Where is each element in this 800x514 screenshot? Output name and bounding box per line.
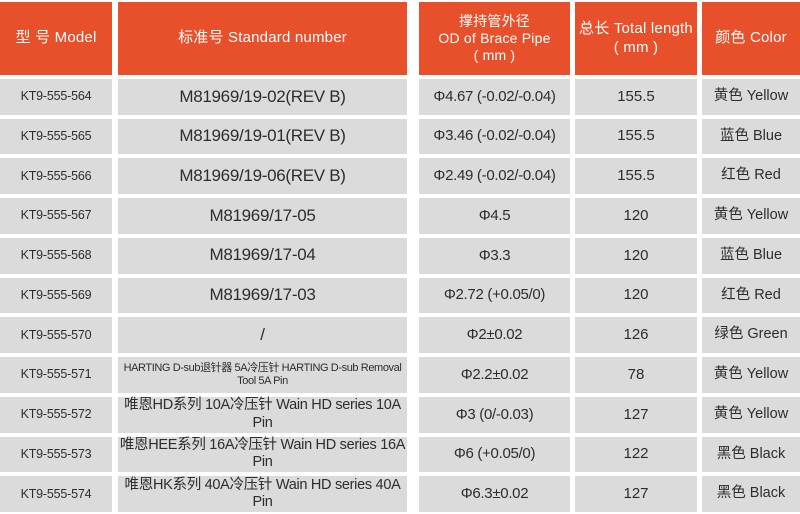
color-cell: 黑色 Black	[702, 476, 800, 513]
od-cell: Φ2±0.02	[419, 317, 570, 354]
header-model-label: 型 号 Model	[15, 29, 97, 47]
color-cell: 黑色 Black	[702, 436, 800, 473]
header-cell-model: 型 号 Model	[0, 2, 112, 75]
color-cell: 黄色 Yellow	[702, 357, 800, 393]
standard-cell: M81969/17-03	[118, 277, 407, 314]
table-row: KT9-555-564 M81969/19-02(REV B) Φ4.67 (-0.…	[0, 79, 800, 115]
od-cell: Φ4.67 (-0.02/-0.04)	[419, 79, 570, 115]
length-cell: 120	[575, 198, 697, 234]
header-cell-color: 颜色 Color	[702, 2, 800, 75]
model-cell: KT9-555-573	[0, 436, 112, 473]
color-cell: 红色 Red	[702, 158, 800, 195]
standard-cell: 唯恩HEE系列 16A冷压针 Wain HD series 16A Pin	[118, 436, 407, 473]
color-cell: 黄色 Yellow	[702, 79, 800, 115]
od-cell: Φ4.5	[419, 198, 570, 234]
model-cell: KT9-555-564	[0, 79, 112, 115]
od-cell: Φ2.49 (-0.02/-0.04)	[419, 158, 570, 195]
od-cell: Φ2.72 (+0.05/0)	[419, 277, 570, 314]
model-cell: KT9-555-568	[0, 237, 112, 274]
table-row: KT9-555-567 M81969/17-05 Φ4.5 120 黄色 Yellow	[0, 198, 800, 234]
standard-cell: M81969/19-01(REV B)	[118, 118, 407, 155]
table-header-row: 型 号 Model 标准号 Standard number 撑持管外径 OD o…	[0, 2, 800, 75]
table-row: KT9-555-570/ Φ2±0.02 126 绿色 Green	[0, 317, 800, 354]
color-cell: 蓝色 Blue	[702, 118, 800, 155]
standard-cell: M81969/19-06(REV B)	[118, 158, 407, 195]
standard-cell: M81969/19-02(REV B)	[118, 79, 407, 115]
header-cell-total-length: 总长 Total length ( mm )	[575, 2, 697, 75]
standard-cell: M81969/17-04	[118, 237, 407, 274]
color-cell: 黄色 Yellow	[702, 396, 800, 433]
header-total-length-line2: ( mm )	[613, 38, 659, 56]
length-cell: 127	[575, 476, 697, 513]
length-cell: 120	[575, 277, 697, 314]
length-cell: 126	[575, 317, 697, 354]
standard-cell: /	[118, 317, 407, 354]
length-cell: 155.5	[575, 79, 697, 115]
model-cell: KT9-555-571	[0, 357, 112, 393]
od-cell: Φ3 (0/-0.03)	[419, 396, 570, 433]
model-cell: KT9-555-569	[0, 277, 112, 314]
model-cell: KT9-555-574	[0, 476, 112, 513]
table-row: KT9-555-568 M81969/17-04 Φ3.3 120 蓝色 Blue	[0, 237, 800, 274]
table-row: KT9-555-569 M81969/17-03 Φ2.72 (+0.05/0) 12…	[0, 277, 800, 314]
length-cell: 122	[575, 436, 697, 473]
od-cell: Φ3.46 (-0.02/-0.04)	[419, 118, 570, 155]
header-od-line2: OD of Brace Pipe	[438, 29, 551, 46]
od-cell: Φ6.3±0.02	[419, 476, 570, 513]
table-row: KT9-555-572 唯恩HD系列 10A冷压针 Wain HD series …	[0, 396, 800, 433]
header-od-line3: ( mm )	[473, 47, 516, 64]
od-cell: Φ3.3	[419, 237, 570, 274]
length-cell: 155.5	[575, 158, 697, 195]
color-cell: 绿色 Green	[702, 317, 800, 354]
od-cell: Φ6 (+0.05/0)	[419, 436, 570, 473]
length-cell: 78	[575, 357, 697, 393]
header-od-line1: 撑持管外径	[459, 12, 530, 29]
header-total-length-line1: 总长 Total length	[579, 20, 693, 38]
color-cell: 蓝色 Blue	[702, 237, 800, 274]
model-cell: KT9-555-572	[0, 396, 112, 433]
model-cell: KT9-555-570	[0, 317, 112, 354]
standard-cell: HARTING D-sub退针器 5A冷压针 HARTING D-sub Rem…	[118, 357, 407, 393]
header-color-label: 颜色 Color	[715, 29, 787, 47]
model-cell: KT9-555-567	[0, 198, 112, 234]
length-cell: 155.5	[575, 118, 697, 155]
table-row: KT9-555-573 唯恩HEE系列 16A冷压针 Wain HD series…	[0, 436, 800, 473]
table-row: KT9-555-571 HARTING D-sub退针器 5A冷压针 HARTIN…	[0, 357, 800, 393]
length-cell: 120	[575, 237, 697, 274]
standard-cell: 唯恩HD系列 10A冷压针 Wain HD series 10A Pin	[118, 396, 407, 433]
table-row: KT9-555-566 M81969/19-06(REV B) Φ2.49 (-0.…	[0, 158, 800, 195]
model-cell: KT9-555-566	[0, 158, 112, 195]
header-cell-od: 撑持管外径 OD of Brace Pipe ( mm )	[419, 2, 570, 75]
header-standard-number-label: 标准号 Standard number	[178, 29, 347, 47]
length-cell: 127	[575, 396, 697, 433]
model-cell: KT9-555-565	[0, 118, 112, 155]
standard-cell: M81969/17-05	[118, 198, 407, 234]
table-row: KT9-555-565 M81969/19-01(REV B) Φ3.46 (-0.…	[0, 118, 800, 155]
table-row: KT9-555-574 唯恩HK系列 40A冷压针 Wain HD series …	[0, 476, 800, 513]
color-cell: 黄色 Yellow	[702, 198, 800, 234]
header-cell-standard-number: 标准号 Standard number	[118, 2, 407, 75]
color-cell: 红色 Red	[702, 277, 800, 314]
standard-cell: 唯恩HK系列 40A冷压针 Wain HD series 40A Pin	[118, 476, 407, 513]
od-cell: Φ2.2±0.02	[419, 357, 570, 393]
